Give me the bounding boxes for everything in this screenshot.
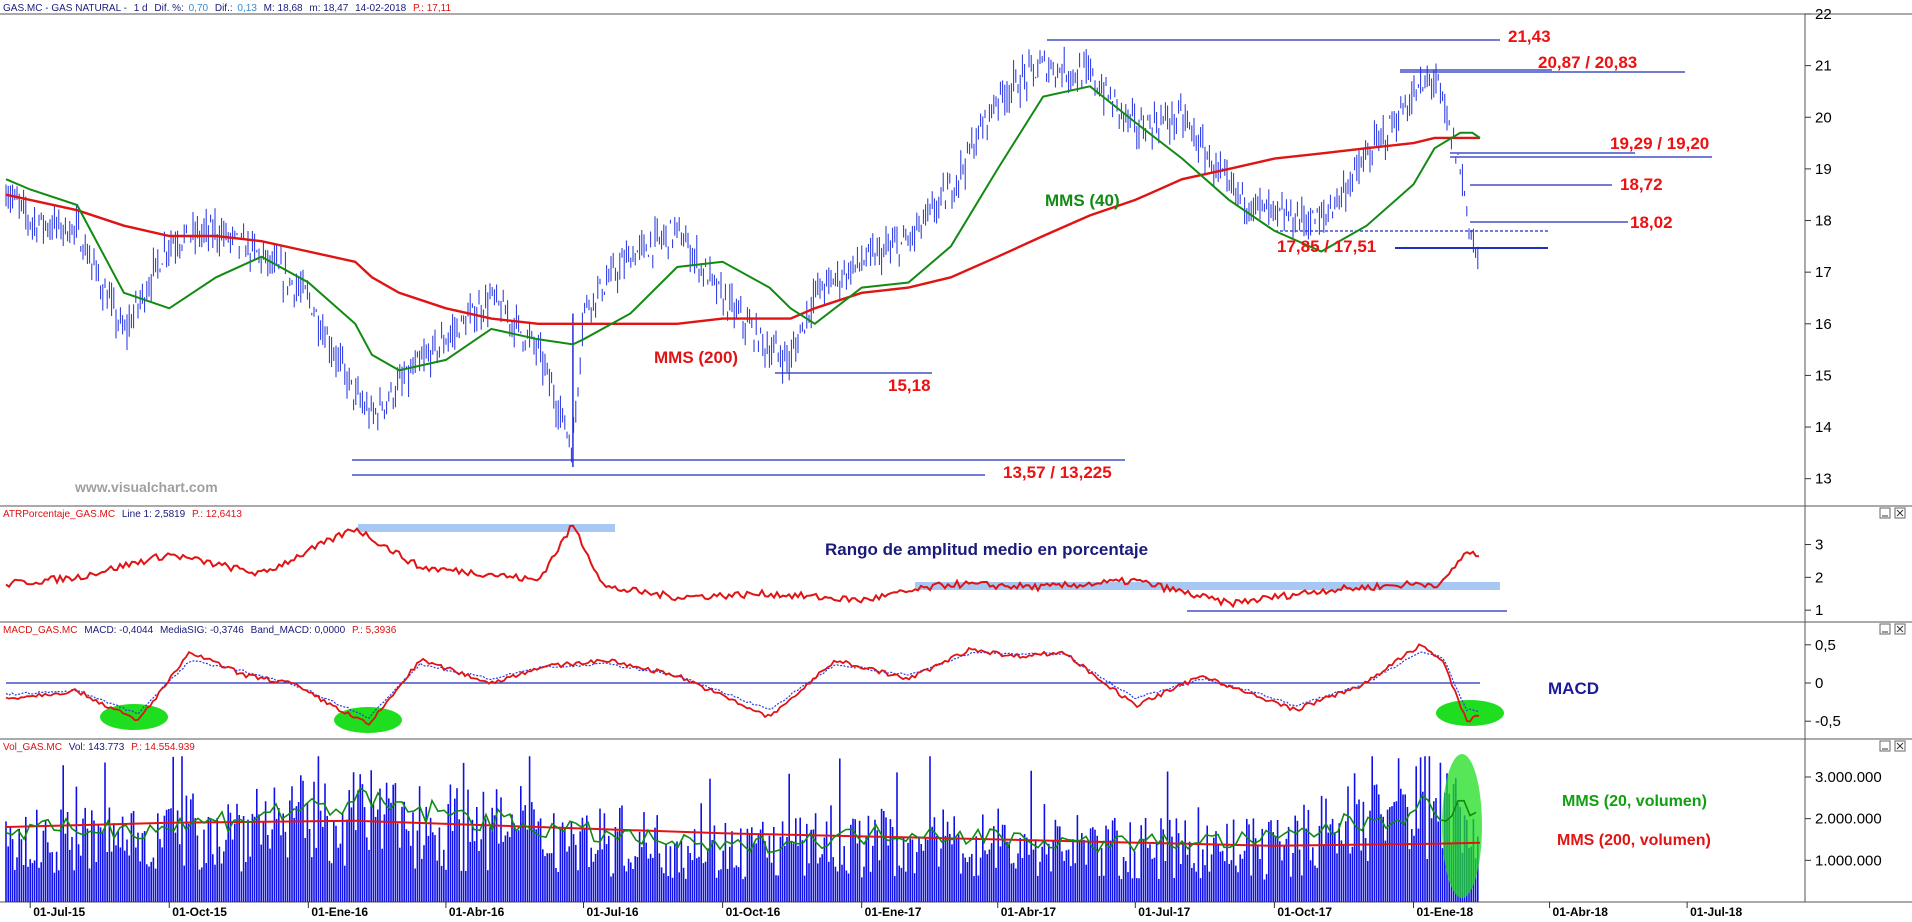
macd-highlight-3 [1436,700,1504,726]
x-tick-label: 01-Jul-16 [587,905,639,919]
x-tick-label: 01-Ene-16 [311,905,368,919]
price-panel-header: GAS.MC - GAS NATURAL - 1 d Dif. %: 0,70 … [3,3,451,14]
mms40-label: MMS (40) [1045,191,1120,210]
x-tick-label: 01-Jul-15 [33,905,85,919]
atr-tick-label: 1 [1815,602,1823,619]
x-tick-label: 01-Oct-16 [726,905,781,919]
x-tick-label: 01-Oct-17 [1277,905,1332,919]
vol-close-button[interactable] [1894,740,1906,752]
atr-tick-label: 3 [1815,537,1823,554]
volume-highlight [1442,754,1482,898]
x-tick-label: 01-Abr-16 [449,905,505,919]
x-tick-label: 01-Ene-17 [865,905,922,919]
macd-minimize-button[interactable] [1879,623,1891,635]
macd-panel-header: MACD_GAS.MC MACD: -0,4044 MediaSIG: -0,3… [3,625,397,636]
x-tick-label: 01-Abr-18 [1553,905,1609,919]
atr-panel-header: ATRPorcentaje_GAS.MC Line 1: 2,5819 P.: … [3,509,242,520]
price-tick-label: 22 [1815,6,1832,23]
macd-highlights [100,700,1504,733]
mms200-line [5,136,1480,325]
macd-tick-label: 0,5 [1815,637,1836,654]
atr-title: Rango de amplitud medio en porcentaje [825,540,1148,559]
level-label-1802: 18,02 [1630,213,1673,232]
mms200-label: MMS (200) [654,348,738,367]
macd-highlight-1 [100,704,168,730]
atr-minimize-button[interactable] [1879,507,1891,519]
atr-close-button[interactable] [1894,507,1906,519]
macd-highlight-2 [334,707,402,733]
level-label-2143: 21,43 [1508,27,1551,46]
volume-tick-label: 2.000.000 [1815,811,1882,828]
atr-y-axis: 1 2 3 [1805,537,1823,619]
macd-label: MACD [1548,679,1599,698]
volume-tick-label: 3.000.000 [1815,769,1882,786]
level-label-1518: 15,18 [888,376,931,395]
atr-line [5,524,1480,609]
vol-mms20-label: MMS (20, volumen) [1562,793,1707,810]
x-tick-label: 01-Jul-17 [1138,905,1190,919]
volume-bars [5,756,1479,902]
x-tick-label: 01-Oct-15 [172,905,227,919]
volume-tick-label: 1.000.000 [1815,852,1882,869]
x-tick-label: 01-Jul-18 [1690,905,1742,919]
x-tick-label: 01-Abr-17 [1001,905,1057,919]
price-tick-label: 21 [1815,58,1832,75]
atr-band-high [358,524,615,532]
price-tick-label: 15 [1815,367,1832,384]
macd-tick-label: 0 [1815,675,1823,692]
atr-bands [358,524,1500,590]
price-tick-label: 19 [1815,161,1832,178]
price-tick-label: 18 [1815,213,1832,230]
price-tick-label: 17 [1815,264,1832,281]
macd-y-axis: -0,5 0 0,5 [1805,637,1841,730]
volume-mms200-line [5,819,1481,847]
x-axis: 01-Jul-15 01-Oct-15 01-Ene-16 01-Abr-16 01-J… [29,902,1742,919]
x-tick-label: 01-Ene-18 [1416,905,1473,919]
mms40-line [5,85,1481,372]
price-tick-label: 16 [1815,316,1832,333]
vol-mms200-label: MMS (200, volumen) [1557,832,1711,849]
price-tick-label: 20 [1815,109,1832,126]
level-lines [352,39,1712,476]
level-label-1929: 19,29 / 19,20 [1610,134,1709,153]
window-buttons [1879,507,1906,752]
atr-tick-label: 2 [1815,569,1823,586]
price-tick-label: 14 [1815,419,1832,436]
level-label-2087: 20,87 / 20,83 [1538,53,1637,72]
volume-mms20-line [5,787,1477,854]
atr-band-mid [915,582,1500,590]
level-label-1872: 18,72 [1620,175,1663,194]
macd-line [5,643,1480,726]
price-y-axis: 13 14 15 16 17 18 19 20 21 22 [1805,6,1832,488]
macd-tick-label: -0,5 [1815,713,1841,730]
level-label-1785: 17,85 / 17,51 [1277,237,1376,256]
volume-panel-header: Vol_GAS.MC Vol: 143.773 P.: 14.554.939 [3,742,195,753]
vol-minimize-button[interactable] [1879,740,1891,752]
panel-frames [0,13,1912,903]
level-label-1357: 13,57 / 13,225 [1003,463,1112,482]
volume-y-axis: 1.000.000 2.000.000 3.000.000 [1805,769,1882,869]
price-tick-label: 13 [1815,471,1832,488]
price-bars [5,46,1479,468]
watermark: www.visualchart.com [74,479,218,495]
macd-close-button[interactable] [1894,623,1906,635]
